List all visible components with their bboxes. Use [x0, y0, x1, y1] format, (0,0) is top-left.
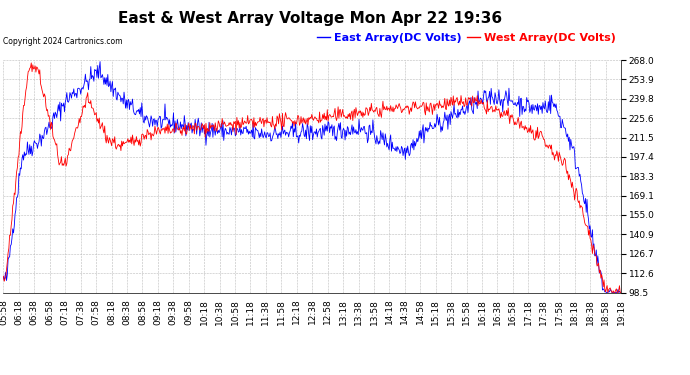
Line: East Array(DC Volts): East Array(DC Volts)	[3, 62, 621, 292]
Text: Copyright 2024 Cartronics.com: Copyright 2024 Cartronics.com	[3, 37, 123, 46]
West Array(DC Volts)	[469, 94, 477, 98]
East Array(DC Volts)	[617, 290, 625, 295]
East Array(DC Volts)	[375, 139, 383, 143]
East Array(DC Volts)	[0, 275, 8, 279]
East Array(DC Volts)	[393, 144, 402, 149]
West Array(DC Volts)	[375, 114, 383, 119]
Line: West Array(DC Volts): West Array(DC Volts)	[3, 63, 621, 292]
West Array(DC Volts)	[532, 129, 540, 133]
West Array(DC Volts)	[27, 61, 35, 65]
West Array(DC Volts)	[393, 106, 402, 111]
West Array(DC Volts)	[359, 115, 367, 120]
East Array(DC Volts)	[359, 128, 367, 132]
West Array(DC Volts)	[38, 88, 46, 93]
West Array(DC Volts)	[604, 290, 612, 295]
East Array(DC Volts)	[96, 59, 104, 64]
West Array(DC Volts)	[0, 274, 8, 279]
Legend: East Array(DC Volts), West Array(DC Volts): East Array(DC Volts), West Array(DC Volt…	[317, 33, 615, 43]
Text: East & West Array Voltage Mon Apr 22 19:36: East & West Array Voltage Mon Apr 22 19:…	[119, 11, 502, 26]
East Array(DC Volts)	[532, 105, 540, 109]
East Array(DC Volts)	[602, 290, 611, 295]
West Array(DC Volts)	[617, 290, 625, 295]
East Array(DC Volts)	[469, 110, 477, 114]
East Array(DC Volts)	[37, 144, 46, 148]
